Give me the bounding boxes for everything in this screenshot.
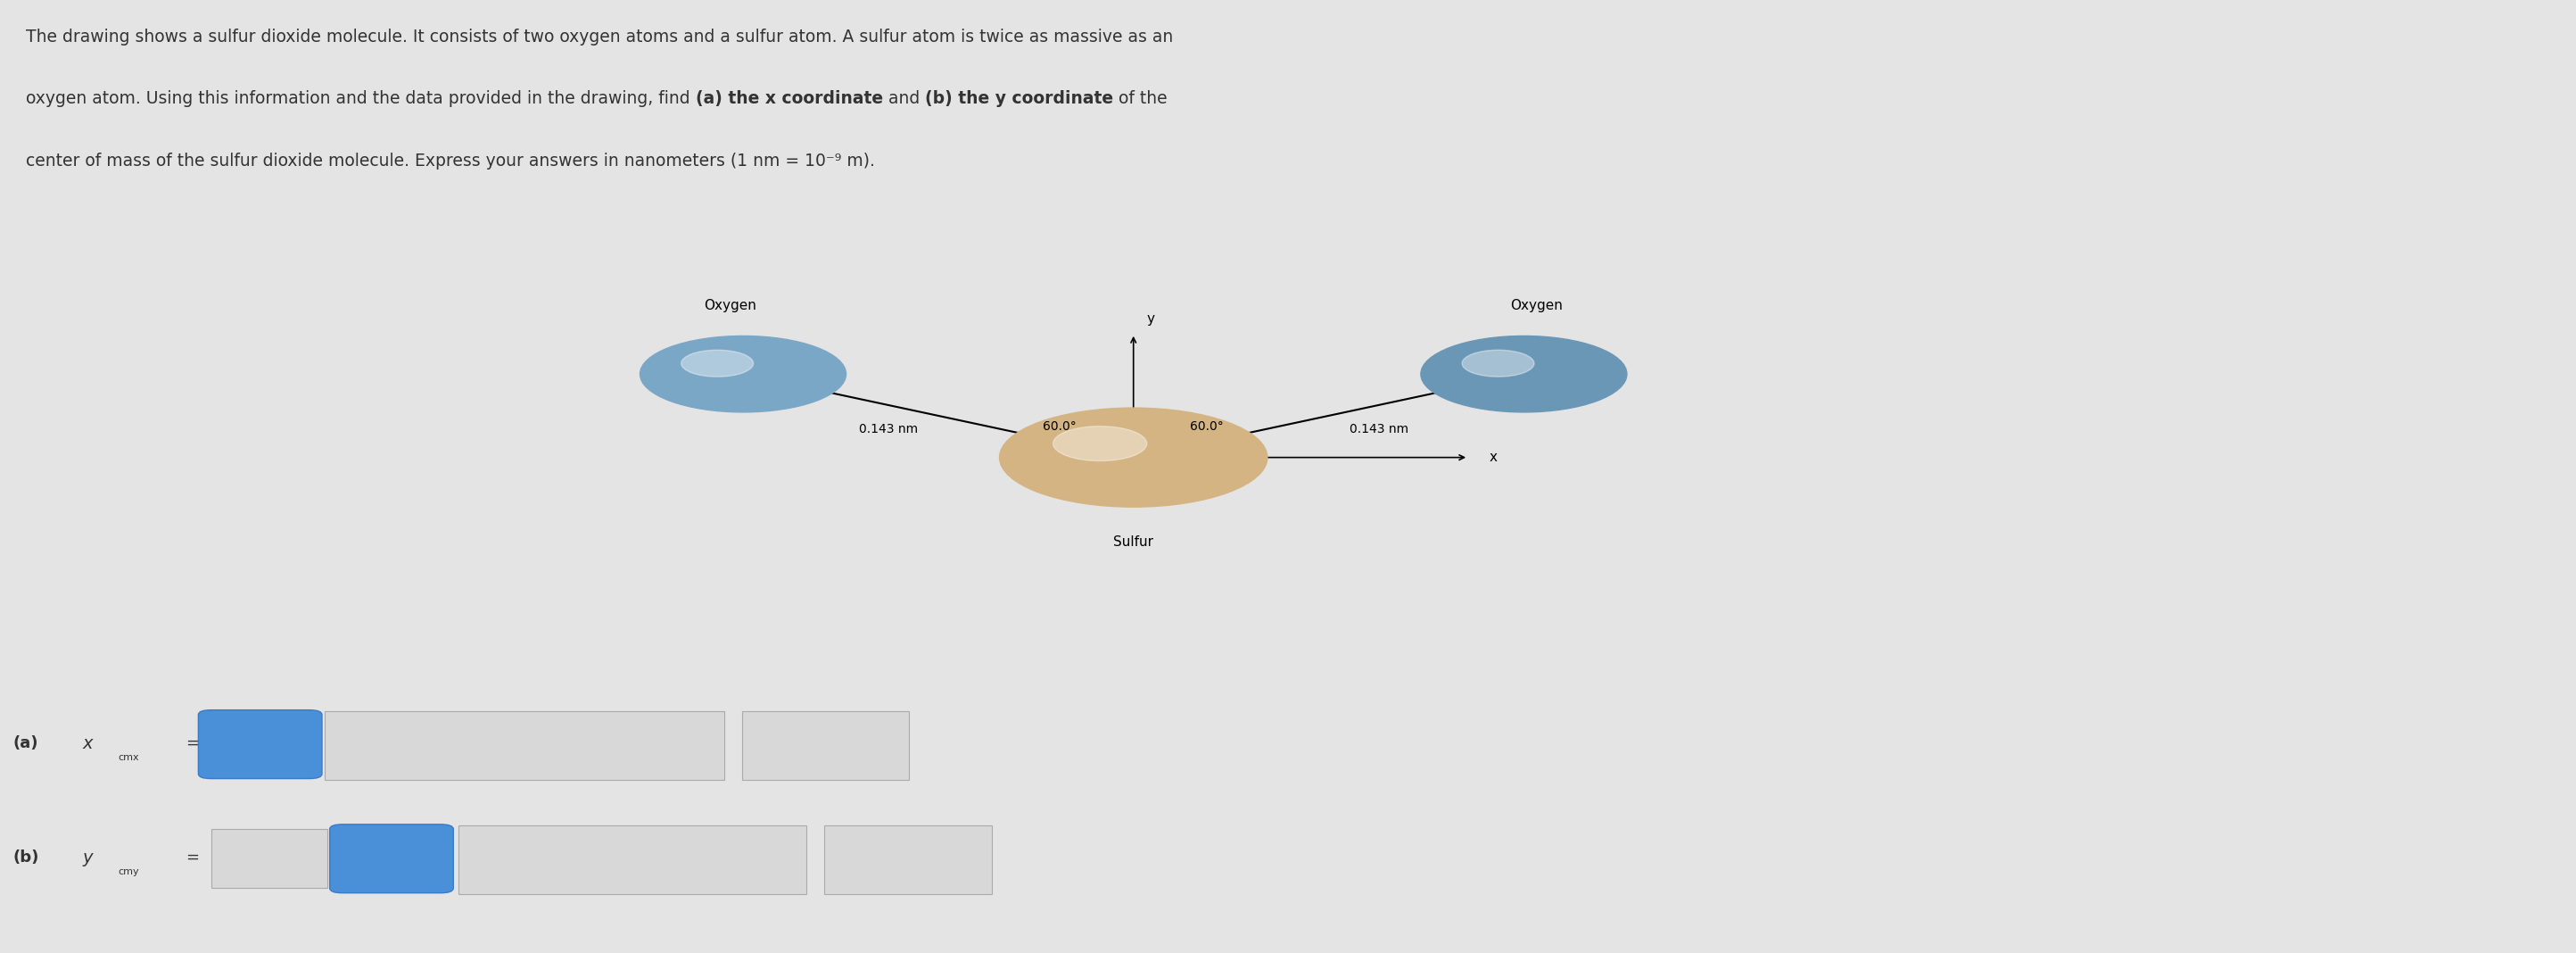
Text: i: i xyxy=(389,850,394,865)
Text: y: y xyxy=(82,849,93,866)
Text: and: and xyxy=(884,91,925,108)
Text: 0.143 nm: 0.143 nm xyxy=(858,423,917,436)
Circle shape xyxy=(1422,335,1628,412)
Circle shape xyxy=(1054,426,1146,461)
Circle shape xyxy=(680,350,752,376)
Text: =: = xyxy=(185,736,198,751)
Text: of the: of the xyxy=(1113,91,1167,108)
Text: (a) the x coordinate: (a) the x coordinate xyxy=(696,91,884,108)
Text: Oxygen: Oxygen xyxy=(703,298,757,312)
Text: Oxygen: Oxygen xyxy=(1510,298,1564,312)
Text: The drawing shows a sulfur dioxide molecule. It consists of two oxygen atoms and: The drawing shows a sulfur dioxide molec… xyxy=(26,29,1172,46)
Text: cmy: cmy xyxy=(118,867,139,877)
FancyBboxPatch shape xyxy=(824,825,992,894)
Text: i: i xyxy=(258,736,263,751)
Text: (a): (a) xyxy=(13,736,39,751)
Text: 60.0°: 60.0° xyxy=(1190,420,1224,434)
FancyBboxPatch shape xyxy=(325,711,724,780)
FancyBboxPatch shape xyxy=(198,710,322,779)
Text: center of mass of the sulfur dioxide molecule. Express your answers in nanometer: center of mass of the sulfur dioxide mol… xyxy=(26,152,876,170)
Text: ∨: ∨ xyxy=(701,737,711,750)
Text: (b) the y coordinate: (b) the y coordinate xyxy=(925,91,1113,108)
Text: x: x xyxy=(1489,451,1497,464)
Text: (b): (b) xyxy=(13,850,39,865)
Text: ∨: ∨ xyxy=(263,851,273,864)
FancyBboxPatch shape xyxy=(330,824,453,893)
Text: x: x xyxy=(82,735,93,752)
Text: 0.143 nm: 0.143 nm xyxy=(1350,423,1409,436)
Text: 60.0°: 60.0° xyxy=(1043,420,1077,434)
Text: =: = xyxy=(185,850,198,865)
FancyBboxPatch shape xyxy=(742,711,909,780)
Text: Sulfur: Sulfur xyxy=(1113,536,1154,549)
Text: y: y xyxy=(1146,313,1154,326)
Circle shape xyxy=(999,408,1267,507)
Text: cmx: cmx xyxy=(118,753,139,762)
Text: ∨: ∨ xyxy=(896,851,907,864)
Text: oxygen atom. Using this information and the data provided in the drawing, find: oxygen atom. Using this information and … xyxy=(26,91,696,108)
Text: ∨: ∨ xyxy=(814,737,824,750)
Circle shape xyxy=(1463,350,1535,376)
FancyBboxPatch shape xyxy=(211,829,327,888)
Circle shape xyxy=(639,335,845,412)
FancyBboxPatch shape xyxy=(459,825,806,894)
